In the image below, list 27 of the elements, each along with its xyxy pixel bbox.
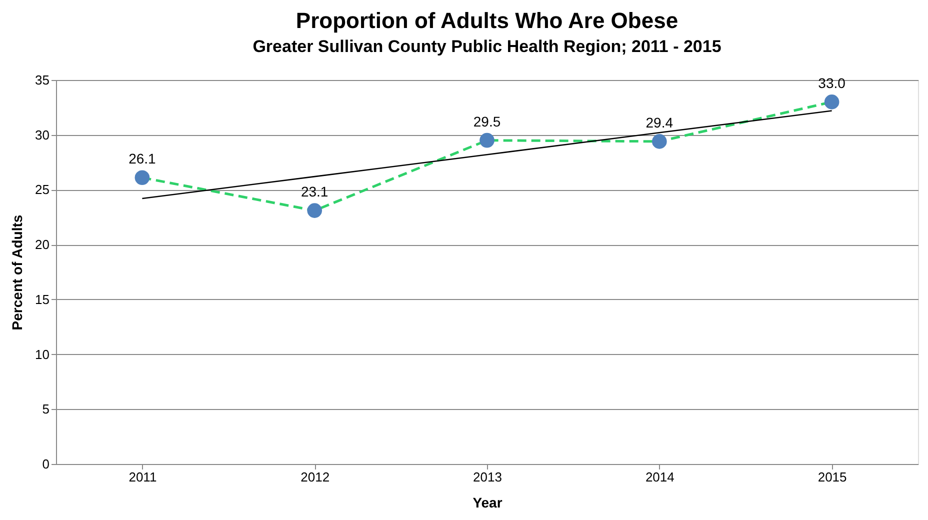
y-axis-title: Percent of Adults xyxy=(9,214,26,330)
x-tick-label: 2013 xyxy=(473,470,502,484)
point xyxy=(824,94,840,110)
x-tick-label: 2015 xyxy=(818,470,847,484)
x-tick-label: 2011 xyxy=(128,470,157,484)
y-tick-label: 30 xyxy=(35,127,50,142)
y-tick-label: 25 xyxy=(35,182,50,198)
data-label: 23.1 xyxy=(300,184,328,200)
data-label: 33.0 xyxy=(818,74,846,91)
y-tick-label: 5 xyxy=(42,402,50,417)
x-tick-label: 2014 xyxy=(645,470,674,484)
y-tick-label: 15 xyxy=(35,292,50,307)
point xyxy=(480,132,494,148)
y-tick-label: 10 xyxy=(35,346,50,362)
data-label: 29.5 xyxy=(473,113,501,130)
y-tick-label: 20 xyxy=(35,237,50,252)
x-axis-title: Year xyxy=(472,494,503,510)
data-label: 26.1 xyxy=(128,150,156,167)
point xyxy=(652,134,667,149)
chart-subtitle: Greater Sullivan County Public Health Region; 2011 - 2015 xyxy=(252,37,722,56)
point xyxy=(307,203,322,218)
data-label: 29.4 xyxy=(646,114,674,130)
y-tick-label: 35 xyxy=(35,72,50,88)
point xyxy=(134,170,150,186)
chart-title: Proportion of Adults Who Are Obese xyxy=(296,8,678,33)
y-tick-label: 0 xyxy=(42,456,50,472)
x-tick-label: 2012 xyxy=(300,470,330,484)
